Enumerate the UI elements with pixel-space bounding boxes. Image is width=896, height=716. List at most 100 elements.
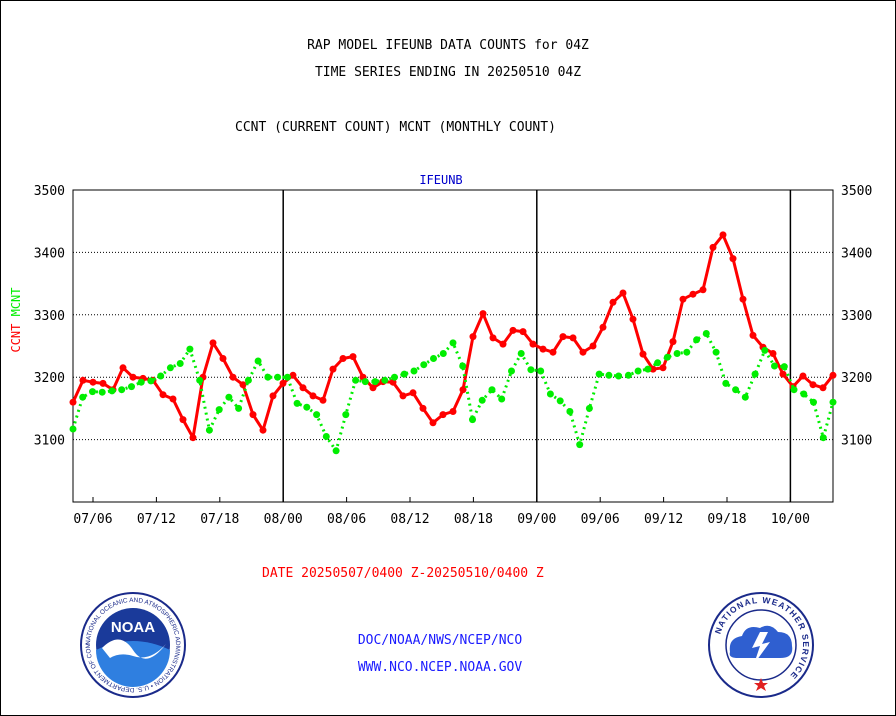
data-point-ccnt xyxy=(829,371,837,379)
data-point-ccnt xyxy=(669,338,677,346)
data-point-mcnt xyxy=(332,447,340,455)
x-tick-label: 08/00 xyxy=(264,512,303,527)
data-point-mcnt xyxy=(293,399,301,407)
data-point-mcnt xyxy=(556,397,564,405)
data-point-ccnt xyxy=(69,398,77,406)
data-point-ccnt xyxy=(319,396,327,404)
data-point-ccnt xyxy=(529,340,537,348)
data-point-mcnt xyxy=(585,404,593,412)
data-point-mcnt xyxy=(761,346,769,354)
data-point-mcnt xyxy=(254,357,262,365)
data-point-ccnt xyxy=(349,353,357,361)
data-point-mcnt xyxy=(712,348,720,356)
data-point-ccnt xyxy=(119,364,127,372)
data-point-ccnt xyxy=(509,326,517,334)
x-tick-label: 10/00 xyxy=(771,512,810,527)
data-point-ccnt xyxy=(729,255,737,263)
data-point-ccnt xyxy=(459,386,467,394)
data-point-mcnt xyxy=(644,365,652,373)
y-tick-label-left: 3300 xyxy=(34,309,65,324)
credit-url[interactable]: WWW.NCO.NCEP.NOAA.GOV xyxy=(357,660,523,675)
data-point-ccnt xyxy=(809,381,817,389)
data-point-mcnt xyxy=(546,390,554,398)
data-point-mcnt xyxy=(98,388,106,396)
data-point-mcnt xyxy=(264,373,272,381)
data-point-ccnt xyxy=(429,419,437,427)
time-series-plot: 3100 3100 3200 3200 3300 3300 3400 3400 3500 3500… xyxy=(9,173,872,527)
data-point-ccnt xyxy=(309,392,317,400)
data-point-ccnt xyxy=(709,243,717,251)
data-point-ccnt xyxy=(539,345,547,353)
plot-area xyxy=(72,189,834,503)
data-point-ccnt xyxy=(489,334,497,342)
y-tick-label-right: 3100 xyxy=(841,434,872,449)
credit-org: DOC/NOAA/NWS/NCEP/NCO xyxy=(357,633,523,648)
data-point-mcnt xyxy=(244,376,252,384)
chart-title-line2: TIME SERIES ENDING IN 20250510 04Z xyxy=(314,65,582,80)
data-point-ccnt xyxy=(649,365,657,373)
data-point-ccnt xyxy=(279,379,287,387)
data-point-ccnt xyxy=(819,384,827,392)
data-point-mcnt xyxy=(654,359,662,367)
data-point-mcnt xyxy=(137,378,145,386)
data-point-ccnt xyxy=(229,373,237,381)
data-point-mcnt xyxy=(683,348,691,356)
data-point-mcnt xyxy=(205,426,213,434)
data-point-mcnt xyxy=(176,360,184,367)
data-point-mcnt xyxy=(166,364,174,372)
data-point-ccnt xyxy=(329,365,337,373)
data-point-mcnt xyxy=(313,411,321,419)
data-point-ccnt xyxy=(269,392,277,400)
data-point-mcnt xyxy=(673,350,681,357)
data-point-ccnt xyxy=(629,315,637,323)
data-point-ccnt xyxy=(299,384,307,392)
data-point-mcnt xyxy=(225,393,233,401)
data-point-ccnt xyxy=(659,364,667,372)
data-point-ccnt xyxy=(179,416,187,424)
y-axis-label-mcnt: MCNT xyxy=(9,287,23,316)
data-point-mcnt xyxy=(410,367,418,375)
data-point-ccnt xyxy=(579,348,587,356)
data-point-ccnt xyxy=(639,350,647,358)
y-tick-label-left: 3100 xyxy=(34,434,65,449)
data-point-ccnt xyxy=(189,434,197,442)
data-point-ccnt xyxy=(289,371,297,379)
data-point-ccnt xyxy=(569,334,577,342)
data-point-mcnt xyxy=(624,371,632,379)
data-point-ccnt xyxy=(439,411,447,419)
x-tick-label: 07/12 xyxy=(137,512,176,527)
data-point-ccnt xyxy=(609,298,617,306)
data-point-ccnt xyxy=(689,290,697,298)
data-point-ccnt xyxy=(589,342,597,350)
data-point-ccnt xyxy=(619,289,627,297)
data-point-mcnt xyxy=(274,373,282,381)
data-point-mcnt xyxy=(361,378,369,386)
data-point-mcnt xyxy=(371,378,379,386)
data-point-ccnt xyxy=(369,384,377,392)
data-point-mcnt xyxy=(322,433,330,440)
data-point-mcnt xyxy=(663,353,671,361)
data-point-mcnt xyxy=(89,388,96,396)
data-point-mcnt xyxy=(196,376,204,384)
data-point-mcnt xyxy=(439,350,447,357)
data-point-ccnt xyxy=(129,373,137,381)
data-point-mcnt xyxy=(147,377,155,385)
data-point-mcnt xyxy=(118,386,126,394)
data-point-mcnt xyxy=(215,406,223,414)
y-tick-label-left: 3500 xyxy=(34,184,65,199)
x-tick-label: 09/18 xyxy=(707,512,746,527)
data-point-mcnt xyxy=(634,367,642,375)
data-point-mcnt xyxy=(605,371,613,379)
data-point-ccnt xyxy=(209,339,217,347)
data-point-ccnt xyxy=(779,370,787,378)
data-point-mcnt xyxy=(400,370,408,378)
data-point-mcnt xyxy=(303,403,311,411)
x-tick-label: 08/18 xyxy=(454,512,493,527)
data-point-ccnt xyxy=(599,323,607,331)
data-point-mcnt xyxy=(79,393,87,401)
data-point-mcnt xyxy=(829,398,837,406)
data-point-mcnt xyxy=(381,376,389,384)
data-point-mcnt xyxy=(391,373,398,381)
data-point-mcnt xyxy=(537,367,545,375)
data-point-ccnt xyxy=(469,333,477,341)
